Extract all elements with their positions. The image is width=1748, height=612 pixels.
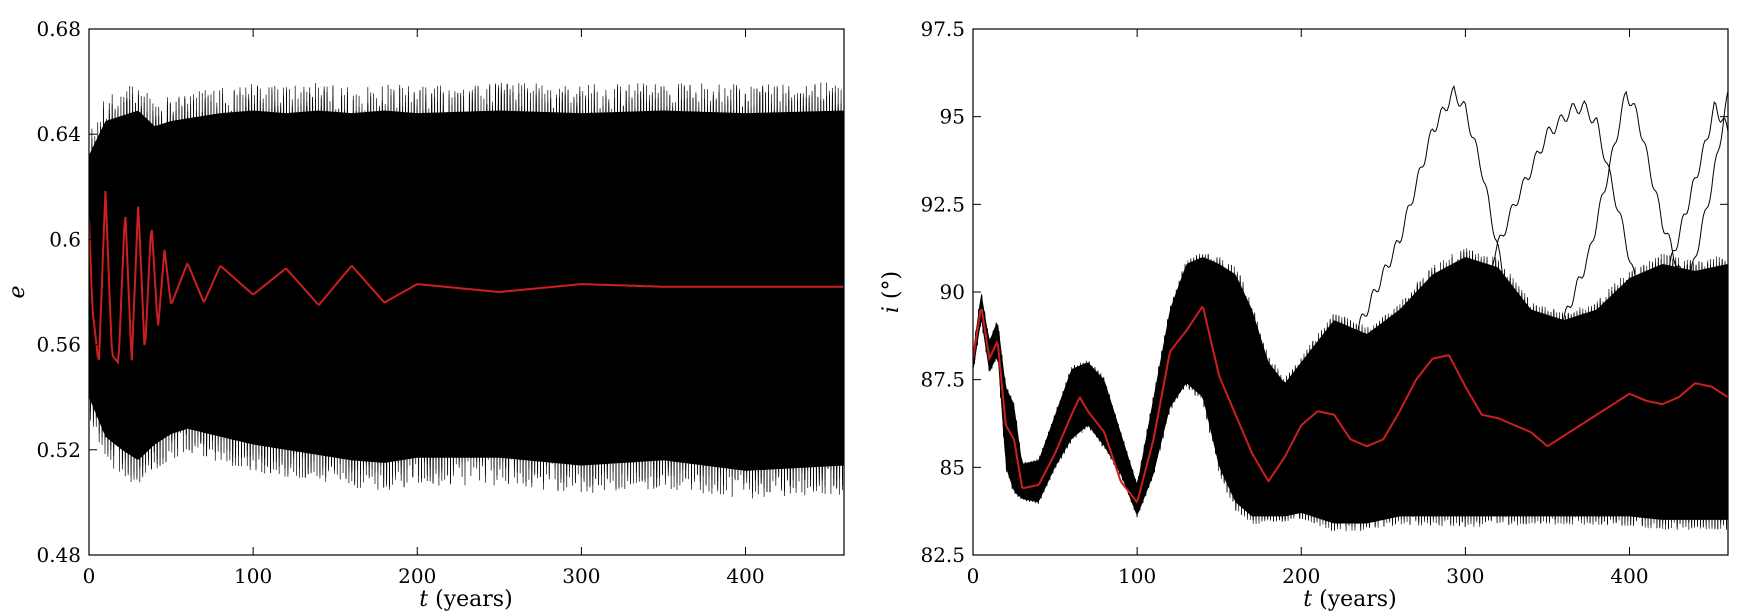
inclination-x-tick-label: 400 (1610, 564, 1648, 588)
eccentricity-y-tick-label: 0.64 (36, 122, 81, 146)
eccentricity-x-tick-label: 400 (726, 564, 764, 588)
eccentricity-axes-frame (88, 28, 845, 556)
inclination-x-axis-label: t (years) (1303, 587, 1396, 612)
eccentricity-x-axis-label: t (years) (419, 587, 512, 612)
eccentricity-plot-area (89, 82, 844, 499)
eccentricity-x-tick-label: 200 (398, 564, 436, 588)
eccentricity-x-tick-label: 0 (83, 564, 96, 588)
inclination-mean-curve (973, 305, 1728, 504)
inclination-y-tick-label: 85 (940, 455, 965, 479)
eccentricity-y-tick-label: 0.52 (36, 438, 81, 462)
eccentricity-x-tick-label: 300 (562, 564, 600, 588)
eccentricity-mean-curve (89, 190, 844, 365)
inclination-x-tick-label: 100 (1118, 564, 1156, 588)
inclination-outlier-trajectory (1399, 100, 1647, 413)
eccentricity-y-tick-label: 0.68 (36, 17, 81, 41)
inclination-y-tick-label: 92.5 (920, 192, 965, 216)
eccentricity-ensemble-trajectory (89, 83, 844, 495)
inclination-y-tick-label: 97.5 (920, 17, 965, 41)
eccentricity-y-tick-label: 0.56 (36, 333, 81, 357)
eccentricity-panel: 0 100 200 300 400 0.48 0.52 0.56 0.6 0.64 0.68 t (… (5, 17, 845, 612)
inclination-y-tick-label: 82.5 (920, 543, 965, 567)
inclination-outlier-trajectory (1300, 84, 1532, 415)
inclination-x-tick-label: 0 (967, 564, 980, 588)
eccentricity-y-axis-label: e (5, 285, 30, 298)
inclination-outlier-trajectory (1497, 90, 1728, 433)
eccentricity-y-tick-label: 0.48 (36, 543, 81, 567)
inclination-x-tick-label: 200 (1282, 564, 1320, 588)
inclination-panel: 0 100 200 300 400 82.5 85 87.5 90 92.5 95 97.5 t (y… (879, 17, 1729, 612)
inclination-x-tick-label: 300 (1446, 564, 1484, 588)
eccentricity-y-tick-label: 0.6 (49, 227, 81, 251)
inclination-ensemble-trajectory (973, 249, 1728, 531)
inclination-outlier-trajectory (1514, 101, 1728, 436)
inclination-y-tick-label: 87.5 (920, 368, 965, 392)
inclination-y-tick-label: 95 (940, 105, 965, 129)
inclination-ticks: 0 100 200 300 400 82.5 85 87.5 90 92.5 95 97.5 (920, 17, 1728, 588)
inclination-y-tick-label: 90 (940, 280, 965, 304)
inclination-plot-area (973, 84, 1728, 532)
eccentricity-ticks: 0 100 200 300 400 0.48 0.52 0.56 0.6 0.64 0.68 (36, 17, 844, 588)
inclination-y-axis-label: i (°) (879, 271, 904, 313)
eccentricity-x-tick-label: 100 (234, 564, 272, 588)
